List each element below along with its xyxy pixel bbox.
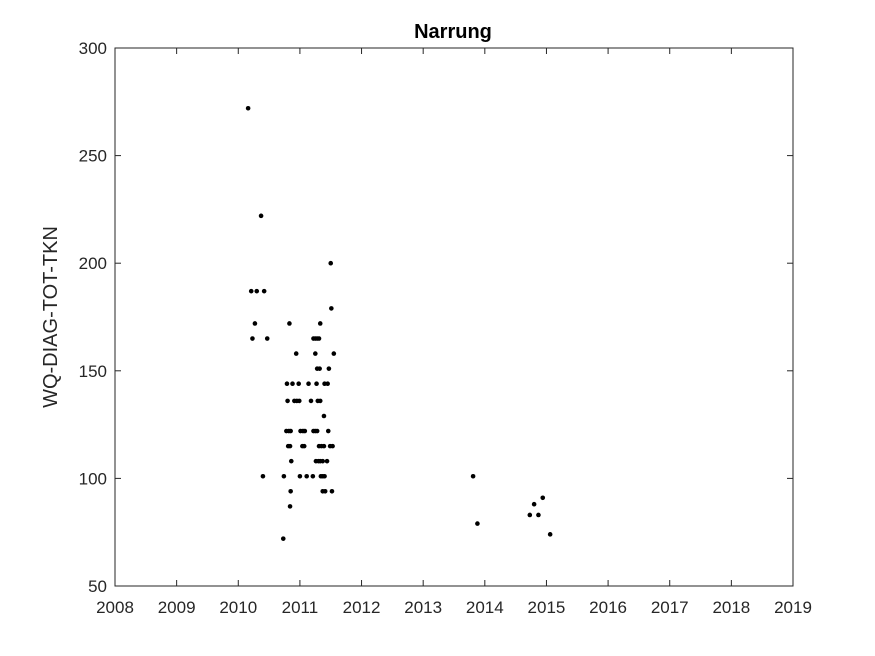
data-point — [288, 458, 294, 464]
data-point — [527, 512, 533, 518]
data-point — [322, 473, 327, 479]
y-tick-label: 300 — [79, 39, 107, 58]
data-point — [314, 428, 320, 434]
data-point — [252, 321, 258, 326]
x-tick-label: 2009 — [158, 598, 196, 617]
x-tick-labels: 2008 2009 2010 2011 2012 2013 2014 2015 2016 2017… — [96, 598, 812, 617]
x-tick-label: 2013 — [404, 598, 442, 617]
data-point — [260, 473, 266, 479]
y-tick-label: 100 — [79, 469, 107, 488]
data-point — [258, 213, 264, 219]
data-point — [329, 306, 334, 311]
data-point — [317, 321, 323, 326]
data-point — [281, 473, 287, 479]
plot-frame — [114, 47, 794, 587]
data-point — [280, 536, 286, 541]
data-point — [284, 381, 290, 387]
data-point — [308, 398, 314, 404]
data-point — [317, 398, 323, 404]
data-point — [288, 489, 293, 494]
data-point — [324, 458, 330, 464]
data-point — [261, 288, 267, 294]
data-point — [470, 473, 476, 479]
x-tick-label: 2014 — [466, 598, 504, 617]
data-point — [290, 381, 295, 387]
data-point — [314, 381, 319, 387]
data-point — [285, 398, 290, 404]
y-tick-label: 250 — [79, 147, 107, 166]
x-tick-label: 2015 — [528, 598, 566, 617]
y-tick-label: 50 — [88, 577, 107, 596]
x-tick-label: 2010 — [219, 598, 257, 617]
data-point — [475, 521, 480, 526]
data-point — [254, 288, 260, 294]
x-tick-label: 2018 — [712, 598, 750, 617]
y-tick-label: 200 — [79, 254, 107, 273]
points-layer — [245, 105, 553, 541]
data-point — [302, 428, 308, 434]
data-point — [287, 443, 293, 449]
data-point — [331, 351, 337, 356]
y-tick-label: 150 — [79, 362, 107, 381]
data-point — [547, 532, 553, 537]
data-point — [293, 351, 299, 356]
chart-title: Narrung — [414, 21, 492, 43]
data-point — [287, 504, 293, 509]
data-point — [313, 351, 318, 356]
data-point — [321, 443, 327, 449]
data-point — [264, 336, 270, 341]
data-point — [301, 443, 307, 449]
x-tick-label: 2011 — [282, 598, 319, 617]
data-point — [316, 336, 322, 341]
data-point — [325, 428, 331, 434]
data-point — [531, 501, 537, 507]
data-point — [248, 288, 254, 294]
data-point — [329, 489, 335, 494]
data-point — [536, 512, 541, 518]
data-point — [304, 473, 309, 479]
data-point — [306, 381, 311, 387]
data-point — [296, 381, 301, 387]
y-axis-title: WQ-DIAG-TOT-TKN — [40, 226, 62, 408]
x-tick-label: 2012 — [343, 598, 381, 617]
data-point — [540, 495, 546, 501]
data-point — [328, 260, 334, 266]
data-point — [245, 105, 251, 111]
data-point — [320, 458, 326, 464]
x-tick-label: 2017 — [651, 598, 689, 617]
data-point — [317, 366, 322, 371]
data-point — [287, 321, 292, 326]
x-tick-label: 2019 — [774, 598, 812, 617]
data-point — [297, 473, 303, 479]
x-tick-label: 2016 — [589, 598, 627, 617]
data-point — [288, 428, 293, 434]
data-point — [326, 366, 332, 371]
data-point — [321, 413, 327, 419]
data-point — [330, 443, 335, 449]
plot-area — [115, 48, 793, 586]
data-point — [310, 473, 316, 479]
data-point — [325, 381, 330, 387]
data-point — [250, 336, 255, 341]
x-tick-label: 2008 — [96, 598, 134, 617]
data-point — [322, 489, 328, 494]
data-point — [296, 398, 302, 404]
y-tick-labels: 50 100 150 200 250 300 — [79, 39, 107, 596]
